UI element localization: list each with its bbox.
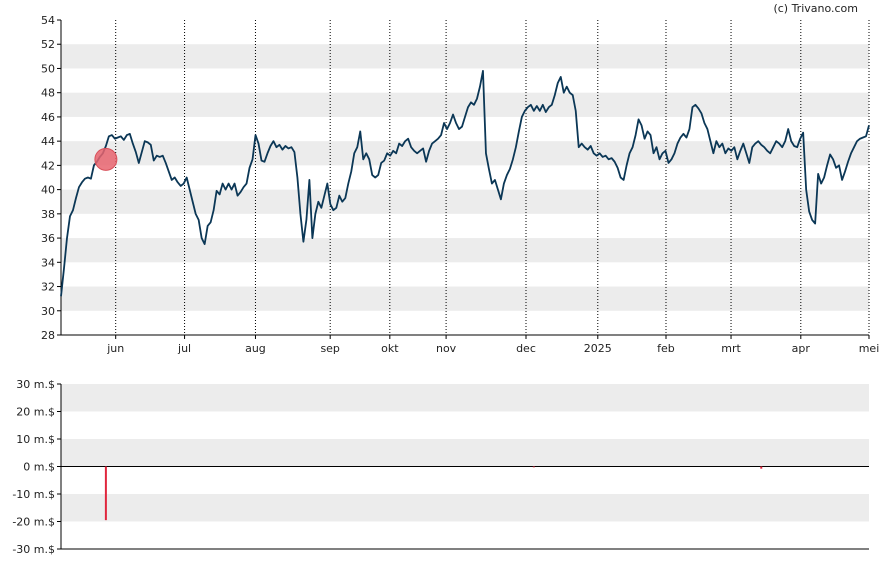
price-x-tick-label: dec [516, 342, 536, 355]
price-line [60, 69, 870, 297]
price-band [61, 189, 869, 214]
volume-y-tick-label: 0 m.$ [23, 461, 55, 474]
price-x-tick-label: mei [859, 342, 880, 355]
volume-y-tick-label: 30 m.$ [16, 378, 55, 391]
price-y-tick-label: 46 [41, 111, 55, 124]
volume-y-tick-label: 10 m.$ [16, 433, 55, 446]
price-y-tick-label: 36 [41, 232, 55, 245]
price-y-tick-label: 42 [41, 159, 55, 172]
price-band [61, 141, 869, 166]
price-x-tick-label: sep [320, 342, 339, 355]
price-x-tick-label: nov [436, 342, 457, 355]
volume-y-tick-label: 20 m.$ [16, 406, 55, 419]
volume-band [61, 494, 869, 522]
volume-band [61, 439, 869, 467]
volume-y-tick-label: -10 m.$ [12, 488, 55, 501]
price-x-tick-label: apr [792, 342, 811, 355]
price-y-tick-label: 30 [41, 305, 55, 318]
price-y-tick-label: 38 [41, 208, 55, 221]
price-band [61, 92, 869, 117]
price-y-tick-label: 40 [41, 184, 55, 197]
volume-y-tick-label: -20 m.$ [12, 516, 55, 529]
price-marker [94, 147, 118, 171]
price-y-tick-label: 44 [41, 135, 55, 148]
price-band [61, 44, 869, 69]
price-band [61, 286, 869, 311]
price-y-tick-label: 52 [41, 38, 55, 51]
volume-y-tick-label: -30 m.$ [12, 543, 55, 556]
credit-text: (c) Trivano.com [773, 2, 858, 15]
price-y-tick-label: 48 [41, 87, 55, 100]
price-band [61, 238, 869, 263]
price-x-tick-label: okt [381, 342, 399, 355]
price-x-tick-label: mrt [721, 342, 741, 355]
price-x-tick-label: jul [177, 342, 191, 355]
price-x-tick-label: 2025 [584, 342, 612, 355]
price-x-tick-label: feb [657, 342, 675, 355]
price-y-tick-label: 54 [41, 14, 55, 27]
price-y-tick-label: 32 [41, 281, 55, 294]
price-x-tick-label: jun [106, 342, 124, 355]
price-y-tick-label: 50 [41, 62, 55, 75]
price-y-tick-label: 34 [41, 256, 55, 269]
price-x-tick-label: aug [245, 342, 266, 355]
volume-band [61, 384, 869, 412]
price-y-tick-label: 28 [41, 329, 55, 342]
